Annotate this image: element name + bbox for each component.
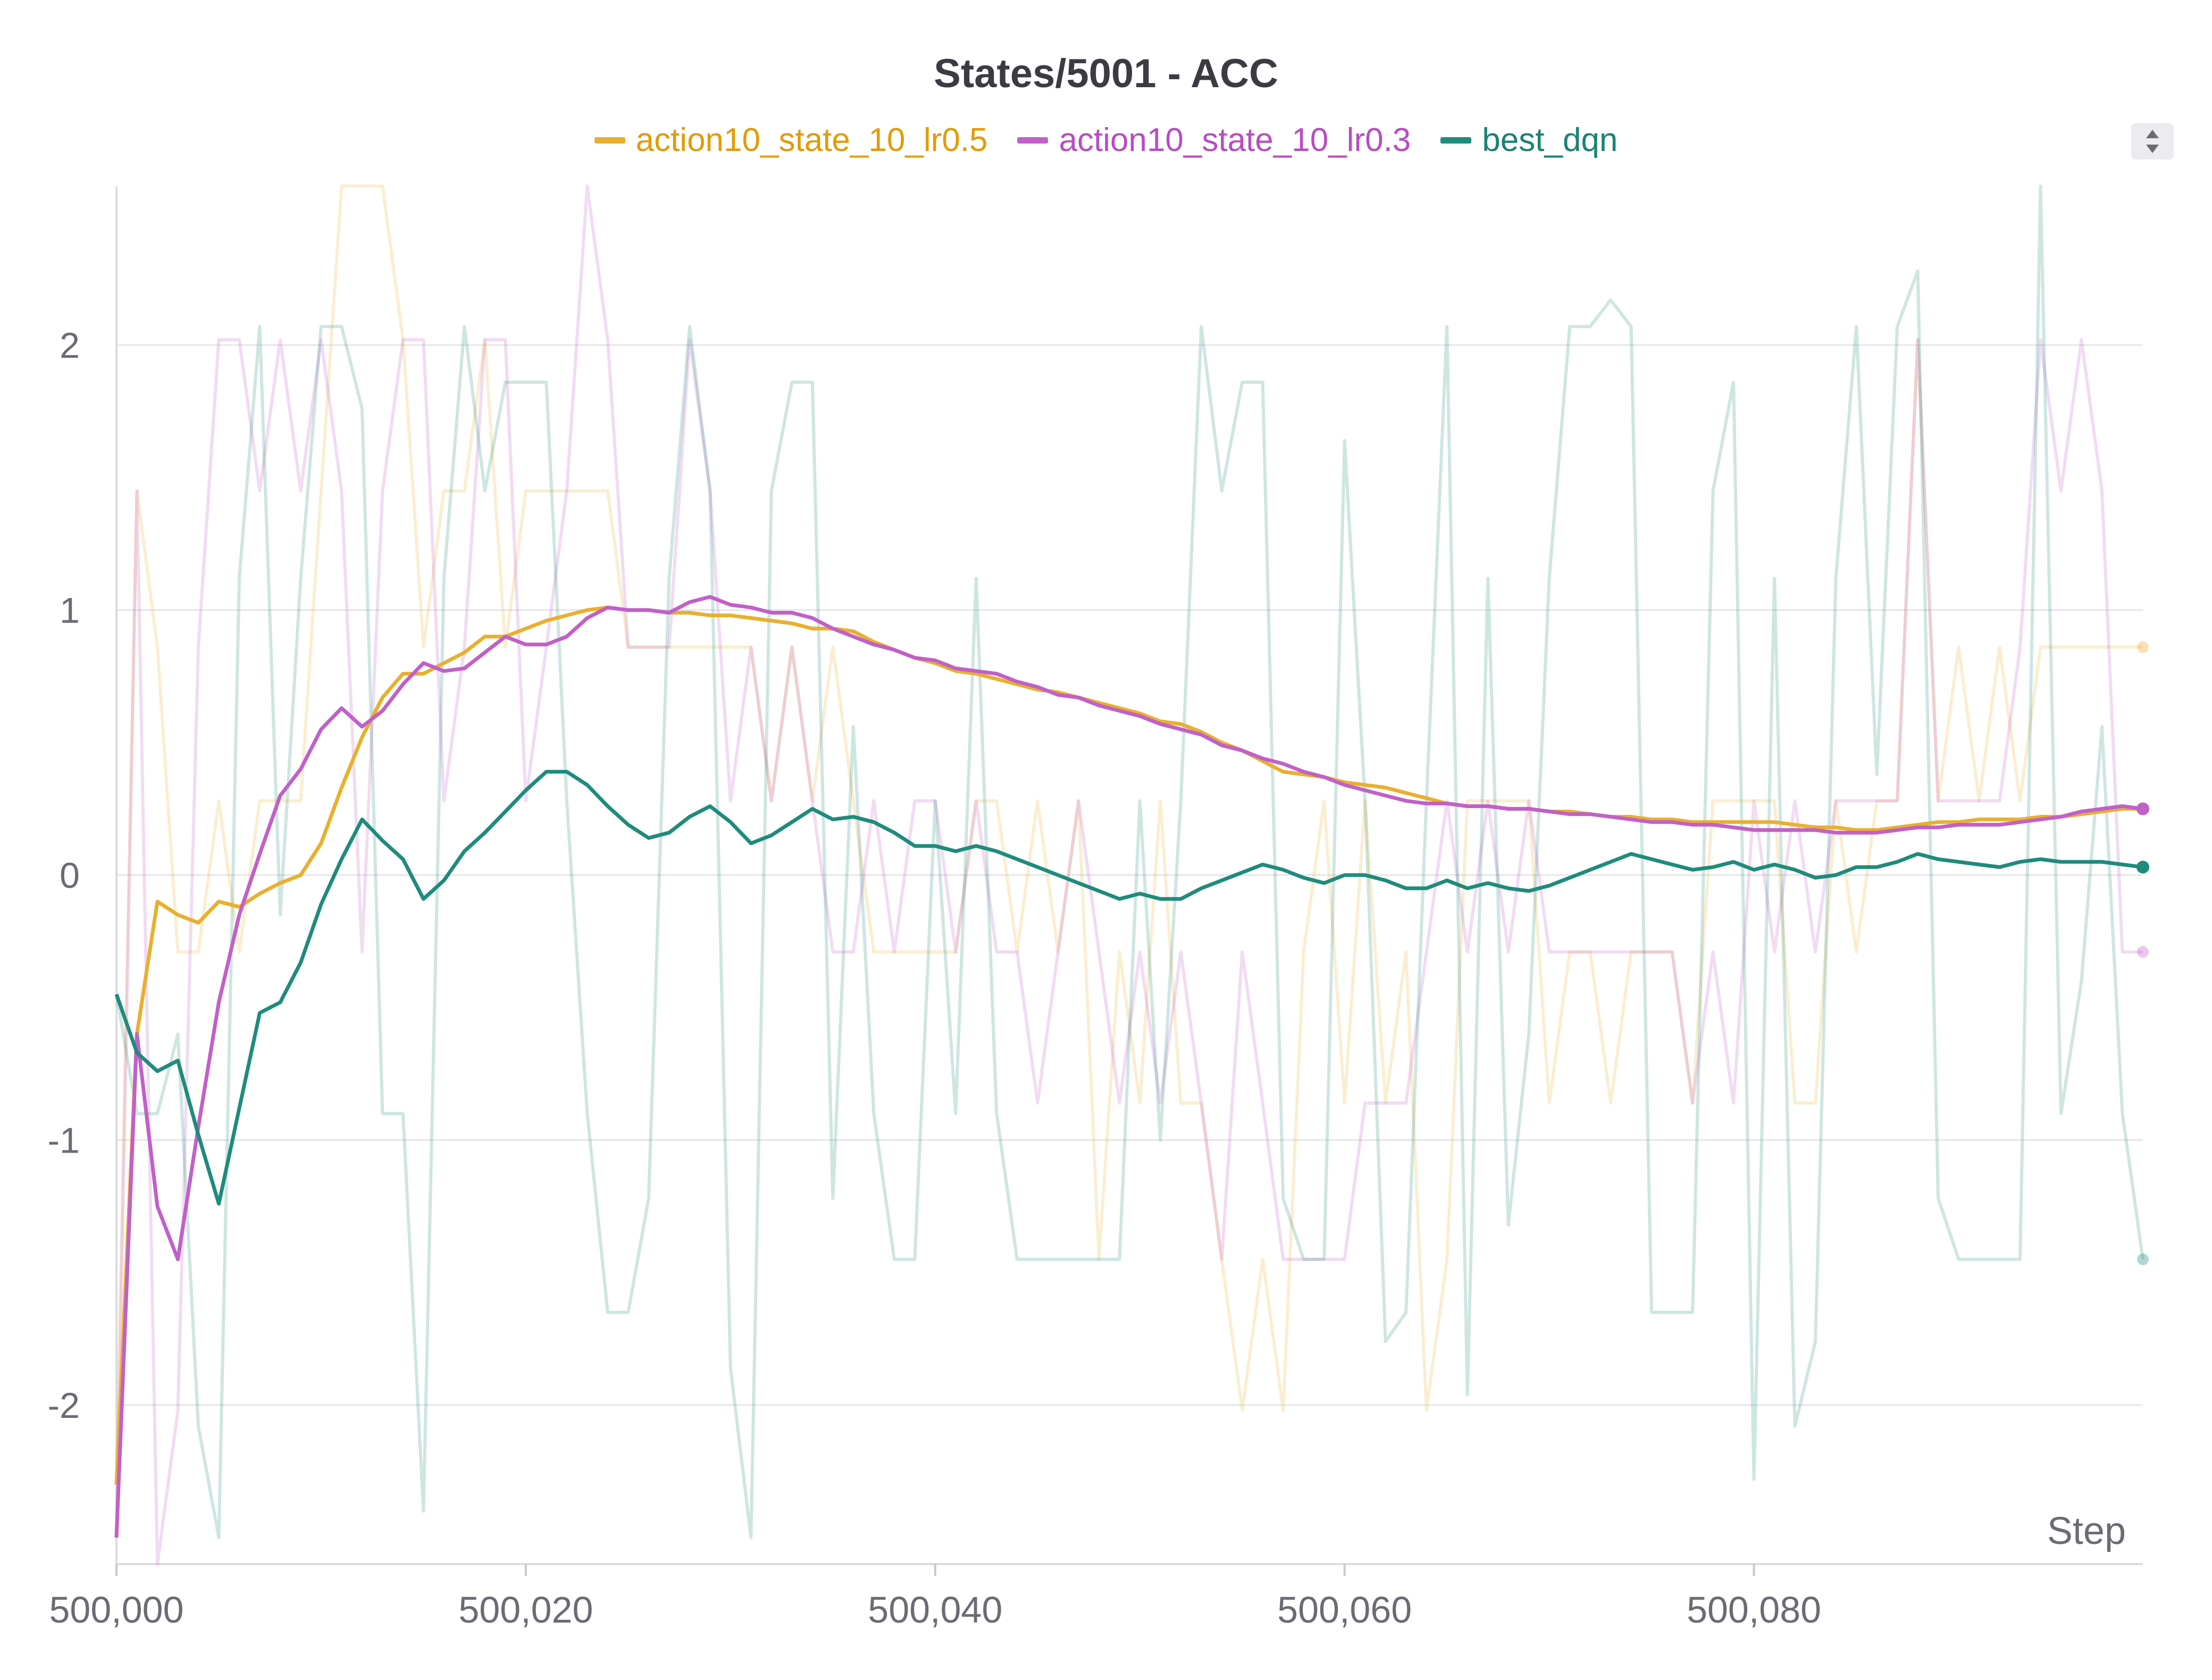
raw-end-marker-1 <box>2137 946 2149 958</box>
legend-label-best-dqn: best_dqn <box>1482 122 1618 158</box>
raw-end-marker-0 <box>2137 641 2149 653</box>
legend-swatch-lr05 <box>594 137 625 144</box>
legend-swatch-best-dqn <box>1440 137 1472 144</box>
smoothed-series-line-2[interactable] <box>114 770 2143 1206</box>
smoothed-end-marker-2 <box>2136 861 2149 874</box>
x-axis-label: Step <box>2047 1510 2126 1552</box>
end-markers <box>2136 641 2149 1265</box>
raw-series-line-0 <box>115 184 2143 1485</box>
legend: action10_state_10_lr0.5 action10_state_1… <box>0 121 2212 159</box>
chart-title: States/5001 - ACC <box>934 51 1278 96</box>
legend-entry-best-dqn[interactable]: best_dqn <box>1440 121 1618 159</box>
x-tick-label: 500,000 <box>49 1589 183 1631</box>
y-tick-label: 1 <box>60 591 80 631</box>
tick-labels: -2 -1 0 1 2 500,000 500,020 500,040 500,060 500,0… <box>48 325 1822 1631</box>
legend-label-lr05: action10_state_10_lr0.5 <box>635 122 988 158</box>
legend-label-lr03: action10_state_10_lr0.3 <box>1059 122 1411 158</box>
raw-series-line-2 <box>115 184 2144 1540</box>
axes <box>115 186 2143 1576</box>
raw-series-layer <box>115 184 2144 1566</box>
smoothed-series-layer <box>114 595 2143 1538</box>
raw-series-line-1 <box>115 184 2143 1566</box>
smoothed-end-marker-1 <box>2136 802 2149 816</box>
y-tick-label: 2 <box>60 325 80 366</box>
x-tick-label: 500,080 <box>1687 1589 1821 1631</box>
x-tick-label: 500,040 <box>868 1589 1002 1631</box>
y-tick-label: -1 <box>48 1120 80 1161</box>
legend-entry-lr03[interactable]: action10_state_10_lr0.3 <box>1017 121 1411 159</box>
legend-scroll-button[interactable] <box>2131 123 2174 159</box>
smoothed-series-line-0[interactable] <box>114 606 2143 1485</box>
x-tick-label: 500,060 <box>1277 1589 1412 1631</box>
raw-end-marker-2 <box>2137 1253 2149 1265</box>
sort-arrows-icon <box>2146 130 2159 153</box>
smoothed-series-line-1[interactable] <box>114 595 2143 1538</box>
y-tick-label: -2 <box>48 1385 80 1426</box>
x-tick-label: 500,020 <box>458 1589 593 1631</box>
y-tick-label: 0 <box>60 855 80 896</box>
legend-swatch-lr03 <box>1017 137 1049 144</box>
legend-entry-lr05[interactable]: action10_state_10_lr0.5 <box>594 121 988 159</box>
